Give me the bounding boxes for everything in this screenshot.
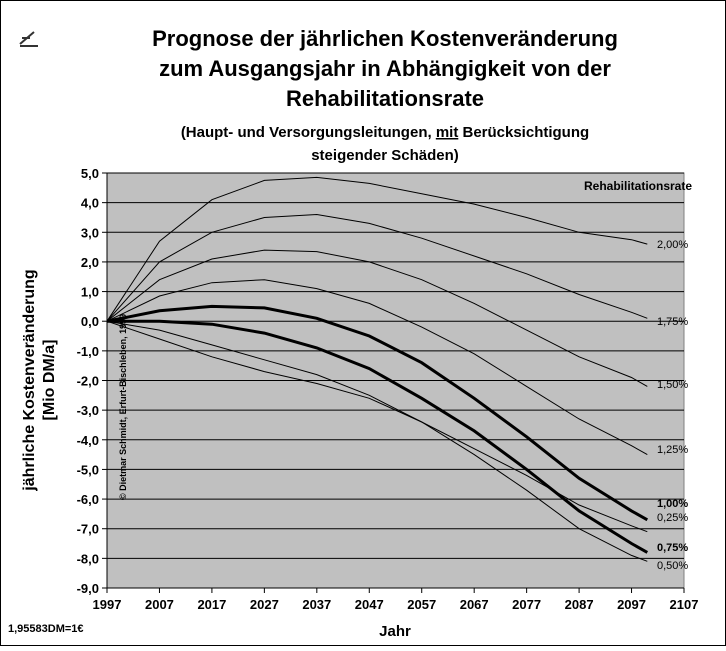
y-tick-label: -7,0	[77, 522, 99, 537]
series-label: 1,50%	[657, 379, 688, 391]
series-line	[106, 320, 648, 562]
footnote: 1,95583DM=1€	[8, 623, 84, 635]
x-tick-label: 2067	[460, 597, 489, 612]
y-tick-label: 4,0	[81, 196, 99, 211]
y-tick-label: -9,0	[77, 581, 99, 596]
series-line	[106, 213, 648, 322]
x-axis-label: Jahr	[379, 623, 411, 640]
x-tick-label: 2007	[145, 597, 174, 612]
title-line: Prognose der jährlichen Kostenveränderun…	[152, 26, 618, 51]
y-tick-label: -4,0	[77, 433, 99, 448]
y-axis-label: jährliche Kostenveränderung	[21, 269, 38, 491]
series-label: 2,00%	[657, 239, 688, 251]
subtitle-part: Berücksichtigung	[458, 124, 589, 141]
x-tick-label: 2027	[250, 597, 279, 612]
series-line	[106, 279, 648, 456]
series-label: 1,00%	[657, 498, 688, 510]
y-tick-label: -3,0	[77, 403, 99, 418]
x-tick-label: 2037	[302, 597, 331, 612]
legend-title: Rehabilitationsrate	[584, 179, 692, 193]
x-tick-label: 1997	[93, 597, 122, 612]
subtitle-emphasis: mit	[436, 124, 459, 141]
x-tick-label: 2077	[512, 597, 541, 612]
y-tick-label: -6,0	[77, 492, 99, 507]
x-tick-label: 2097	[617, 597, 646, 612]
series-line	[106, 176, 648, 322]
x-tick-label: 2087	[565, 597, 594, 612]
y-tick-label: 0,0	[81, 314, 99, 329]
y-tick-label: -5,0	[77, 462, 99, 477]
series-label: 0,25%	[657, 512, 688, 524]
y-tick-label: 2,0	[81, 255, 99, 270]
series-line	[106, 304, 649, 522]
series-label: 1,75%	[657, 316, 688, 328]
subtitle: (Haupt- und Versorgungsleitungen, mit Be…	[181, 124, 589, 141]
series-line	[106, 320, 648, 533]
y-tick-label: -8,0	[77, 551, 99, 566]
x-tick-label: 2047	[355, 597, 384, 612]
series-line	[107, 319, 649, 554]
x-tick-label: 2107	[670, 597, 699, 612]
copyright: © Dietmar Schmidt, Erfurt-Bischleben, 19…	[118, 314, 128, 500]
x-tick-label: 2017	[197, 597, 226, 612]
series-label: 0,50%	[657, 560, 688, 572]
title-line: zum Ausgangsjahr in Abhängigkeit von der	[159, 56, 611, 81]
y-tick-label: -1,0	[77, 344, 99, 359]
y-tick-label: 3,0	[81, 225, 99, 240]
title-line: Rehabilitationsrate	[286, 86, 484, 111]
series-label: 0,75%	[657, 542, 688, 554]
y-tick-label: 5,0	[81, 166, 99, 181]
y-tick-label: -2,0	[77, 374, 99, 389]
series-line	[106, 249, 648, 387]
y-axis-label: [Mio DM/a]	[41, 340, 58, 421]
y-tick-label: 1,0	[81, 285, 99, 300]
subtitle-part: (Haupt- und Versorgungsleitungen,	[181, 124, 436, 141]
series-label: 1,25%	[657, 444, 688, 456]
subtitle: steigender Schäden)	[311, 147, 459, 164]
x-tick-label: 2057	[407, 597, 436, 612]
icon	[19, 31, 38, 47]
